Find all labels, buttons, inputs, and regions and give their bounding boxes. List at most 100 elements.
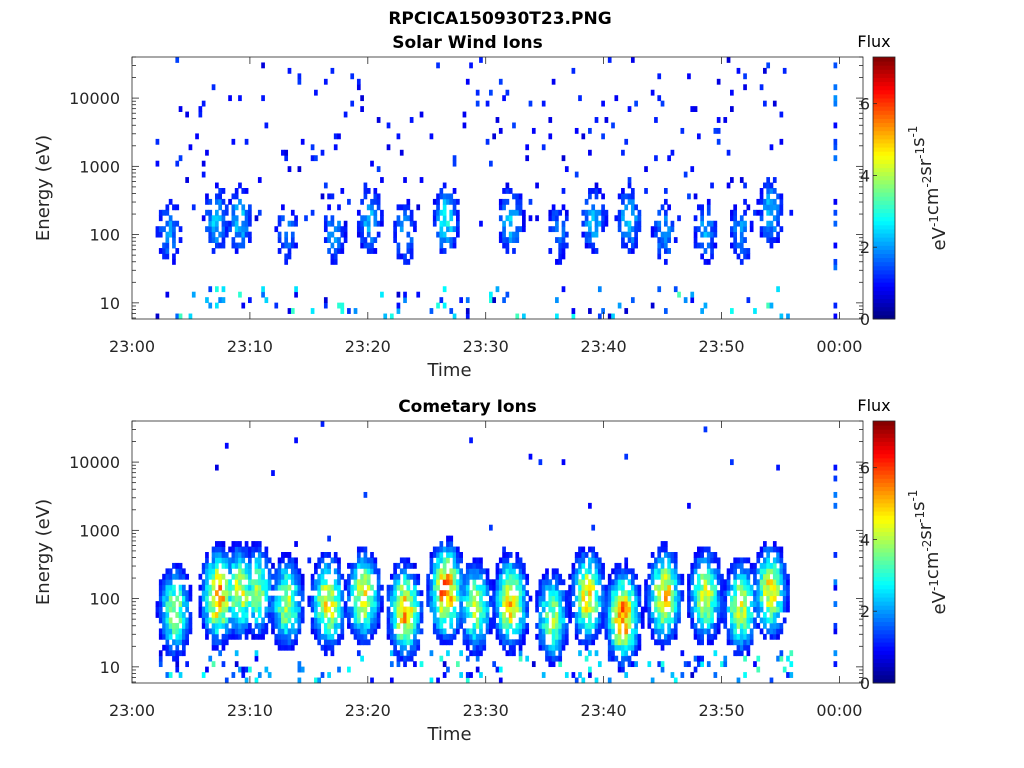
- spectrogram-cell: [538, 590, 543, 597]
- spectrogram-cell: [584, 584, 589, 591]
- spectrogram-cell: [221, 188, 226, 194]
- spectrogram-cell: [211, 601, 216, 607]
- spectrogram-cell: [446, 590, 450, 597]
- spectrogram-cell: [657, 220, 662, 227]
- spectrogram-cell: [630, 650, 635, 657]
- spectrogram-cell: [241, 573, 246, 580]
- spectrogram-cell: [456, 198, 460, 205]
- spectrogram-cell: [323, 579, 328, 586]
- spectrogram-cell: [548, 628, 553, 635]
- spectrogram-cell: [459, 573, 463, 580]
- spectrogram-cell: [439, 242, 444, 249]
- spectrogram-cell: [208, 237, 213, 243]
- spectrogram-cell: [710, 606, 714, 613]
- spectrogram-cell: [614, 639, 619, 646]
- spectrogram-cell: [287, 220, 292, 227]
- spectrogram-cell: [234, 552, 239, 558]
- spectrogram-cell: [551, 595, 556, 602]
- sparse-count: [660, 100, 665, 107]
- sparse-count: [601, 133, 605, 140]
- spectrogram-cell: [208, 226, 213, 233]
- spectrogram-cell: [756, 606, 761, 613]
- spectrogram-cell: [205, 590, 209, 597]
- spectrogram-cell: [561, 226, 566, 233]
- spectrogram-cell: [611, 628, 615, 635]
- spectrogram-cell: [736, 650, 741, 657]
- spectrogram-cell: [515, 562, 520, 569]
- spectrogram-cell: [449, 601, 454, 607]
- spectrogram-cell: [446, 633, 450, 640]
- spectrogram-cell: [350, 612, 355, 618]
- low-energy-count: [347, 308, 351, 314]
- spectrogram-cell: [657, 242, 662, 249]
- spectrogram-cell: [743, 248, 747, 254]
- spectrogram-cell: [248, 579, 252, 586]
- spectrogram-cell: [492, 622, 497, 629]
- spectrogram-cell: [363, 639, 368, 646]
- spectrogram-cell: [772, 546, 777, 553]
- spectrogram-cell: [327, 584, 331, 591]
- spectrogram-cell: [502, 237, 506, 243]
- sparse-count: [307, 557, 312, 564]
- spectrogram-cell: [660, 541, 665, 547]
- spectrogram-cell: [621, 666, 625, 673]
- spectrogram-cell: [624, 628, 629, 635]
- spectrogram-cell: [601, 584, 605, 591]
- spectrogram-cell: [264, 557, 269, 564]
- spectrogram-cell: [769, 562, 774, 569]
- low-energy-count: [779, 313, 784, 320]
- spectrogram-cell: [409, 628, 414, 635]
- spectrogram-cell: [244, 552, 249, 558]
- colorbar-segment: [873, 269, 895, 275]
- colorbar-segment: [873, 241, 895, 246]
- spectrogram-cell: [413, 612, 417, 618]
- spectrogram-cell: [713, 601, 718, 607]
- spectrogram-cell: [406, 215, 411, 222]
- spectrogram-cell: [627, 568, 632, 575]
- spectrogram-cell: [548, 248, 553, 254]
- spectrogram-cell: [436, 584, 440, 591]
- low-energy-count: [215, 286, 219, 293]
- spectrogram-cell: [763, 579, 767, 586]
- spectrogram-cell: [680, 595, 685, 602]
- spectrogram-cell: [462, 606, 467, 613]
- spectrogram-cell: [284, 258, 289, 265]
- spectrogram-cell: [281, 612, 285, 618]
- spectrogram-cell: [502, 204, 506, 211]
- spectrogram-cell: [234, 226, 239, 233]
- spectrogram-cell: [181, 622, 186, 629]
- spectrogram-cell: [231, 595, 236, 602]
- low-energy-count: [561, 286, 566, 293]
- spectrogram-cell: [621, 242, 625, 249]
- spectrogram-cell: [201, 622, 206, 629]
- spectrogram-cell: [413, 644, 417, 651]
- spectrogram-cell: [208, 198, 213, 205]
- colorbar-segment: [873, 457, 895, 463]
- spectrogram-cell: [660, 579, 665, 586]
- spectrogram-cell: [611, 590, 615, 597]
- colorbar-segment: [873, 588, 895, 594]
- spectrogram-cell: [403, 628, 407, 635]
- spectrogram-cell: [561, 253, 566, 260]
- spectrogram-cell: [617, 644, 622, 651]
- spectrogram-cell: [654, 226, 658, 233]
- spectrogram-cell: [720, 617, 724, 624]
- spectrogram-cell: [449, 242, 454, 249]
- sparse-count: [683, 171, 688, 178]
- spectrogram-cell: [472, 595, 477, 602]
- spectrogram-cell: [399, 557, 404, 564]
- colorbar-segment: [873, 310, 895, 316]
- spectrogram-cell: [594, 248, 599, 254]
- colorbar-segment: [873, 290, 895, 295]
- spectrogram-cell: [634, 633, 638, 640]
- spectrogram-cell: [241, 557, 246, 564]
- spectrogram-cell: [241, 622, 246, 629]
- spectrogram-cell: [772, 204, 777, 211]
- spectrogram-cell: [617, 661, 622, 668]
- sparse-count: [743, 84, 747, 91]
- spectrogram-cell: [769, 622, 774, 629]
- spectrogram-cell: [337, 639, 341, 646]
- spectrogram-cell: [366, 220, 371, 227]
- spectrogram-cell: [551, 628, 556, 635]
- sparse-count: [257, 177, 262, 183]
